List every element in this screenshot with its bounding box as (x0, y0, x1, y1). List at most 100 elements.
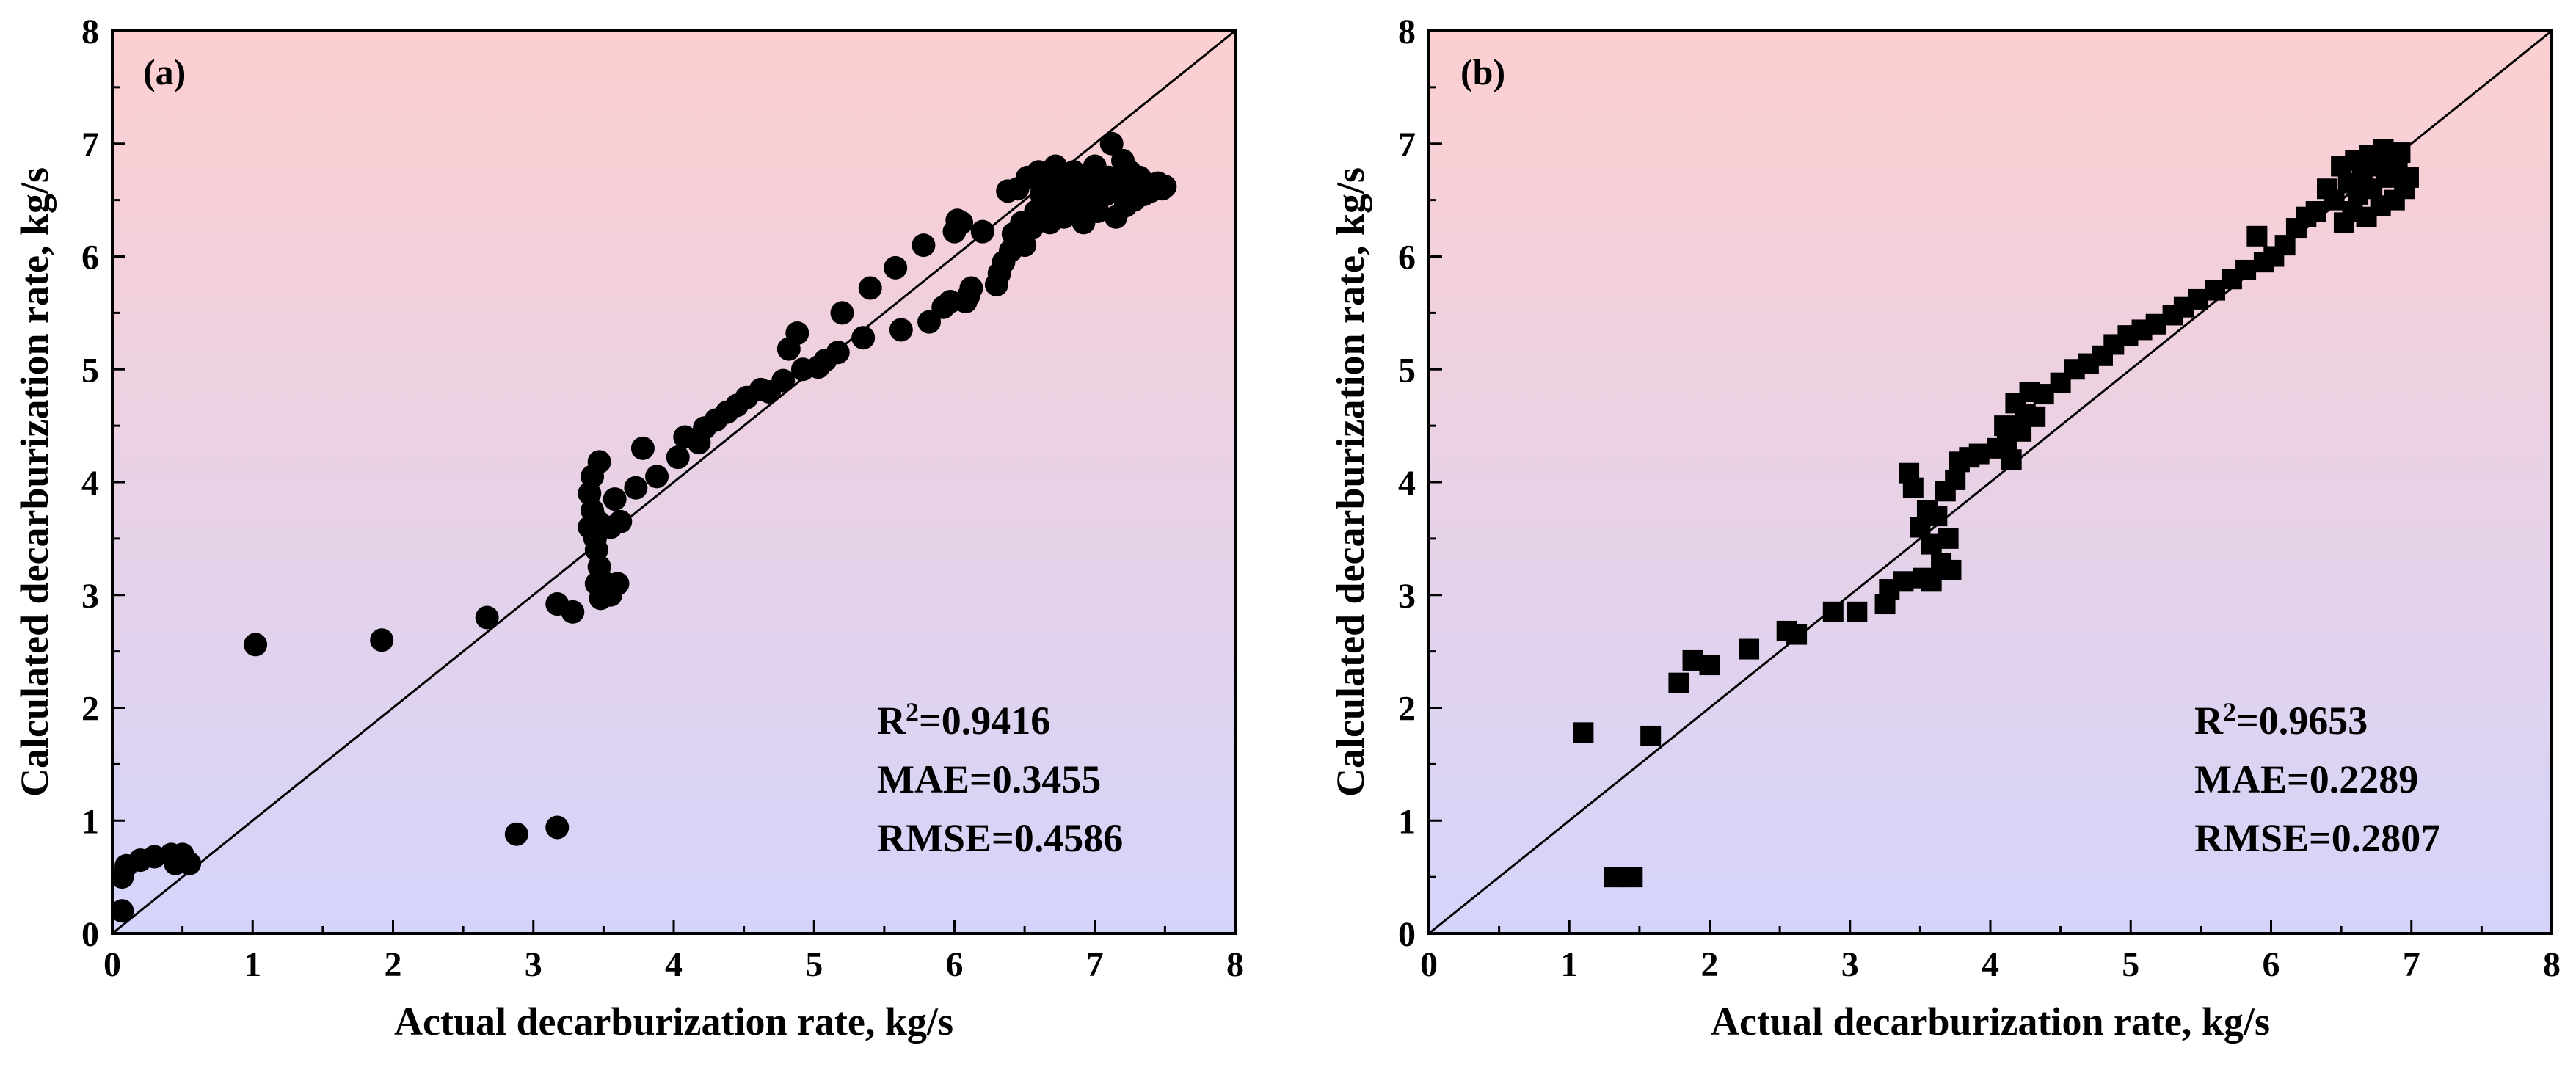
points-b (1573, 139, 2419, 888)
x-tick-label: 7 (1086, 945, 1104, 984)
data-point (1668, 672, 1689, 693)
x-tick-label: 7 (2403, 945, 2420, 984)
data-point (785, 321, 809, 346)
data-point (605, 572, 630, 596)
data-point (959, 276, 983, 300)
data-point (917, 310, 942, 334)
y-tick-label: 5 (1398, 351, 1416, 390)
stat-mae-b: MAE=0.2289 (2194, 757, 2418, 801)
data-point (2398, 167, 2419, 188)
panel-label-b: (b) (1460, 51, 1505, 92)
data-point (1699, 655, 1720, 676)
data-point (1926, 506, 1948, 527)
x-tick-label: 0 (1420, 945, 1438, 984)
y-tick-label: 7 (81, 125, 99, 164)
data-point (504, 822, 528, 846)
points-a (112, 131, 1177, 923)
y-tick-label: 2 (1398, 690, 1416, 729)
y-tick-label: 6 (81, 238, 99, 277)
x-tick-label: 5 (805, 945, 823, 984)
data-point (2025, 406, 2046, 427)
data-point (2001, 449, 2022, 470)
panel-label-a: (a) (143, 51, 186, 92)
x-tick-label: 4 (665, 945, 683, 984)
data-point (2305, 201, 2326, 222)
data-point (624, 476, 648, 500)
y-tick-label: 4 (81, 464, 99, 503)
x-tick-label: 4 (1982, 945, 1999, 984)
y-tick-label: 8 (1398, 12, 1416, 51)
data-point (370, 628, 394, 652)
y-tick-label: 4 (1398, 464, 1416, 503)
data-point (858, 276, 882, 300)
data-point (1940, 559, 1962, 580)
data-point (830, 301, 854, 325)
ticks-a: 0 1 2 3 4 5 6 7 8 0 1 2 3 4 5 6 7 8 (81, 12, 1244, 984)
data-point (1847, 601, 1868, 622)
x-tick-label: 2 (1701, 945, 1719, 984)
y-axis-title-a: Calculated decarburization rate, kg/s (12, 167, 57, 797)
data-point (1921, 571, 1942, 592)
data-point (587, 450, 611, 474)
x-tick-label: 5 (2122, 945, 2139, 984)
y-tick-label: 6 (1398, 238, 1416, 277)
data-point (2235, 259, 2257, 280)
y-tick-label: 0 (81, 915, 99, 954)
data-point (1604, 867, 1625, 888)
x-tick-label: 1 (1560, 945, 1578, 984)
x-tick-label: 1 (244, 945, 261, 984)
x-tick-label: 0 (103, 945, 121, 984)
y-tick-label: 8 (81, 12, 99, 51)
data-point (1573, 722, 1594, 743)
data-point (950, 211, 974, 235)
data-point (561, 600, 585, 624)
data-point (1968, 443, 1990, 465)
y-tick-label: 5 (81, 351, 99, 390)
y-tick-label: 3 (1398, 577, 1416, 616)
data-point (826, 341, 850, 365)
data-point (645, 465, 669, 489)
data-point (244, 633, 268, 657)
y-tick-label: 0 (1398, 915, 1416, 954)
data-point (1893, 571, 1914, 592)
y-tick-label: 3 (81, 577, 99, 616)
data-point (1739, 638, 1760, 660)
data-point (1945, 469, 1966, 490)
stats-a: R2=0.9416 MAE=0.3455 RMSE=0.4586 (877, 697, 1123, 860)
data-point (170, 842, 194, 867)
data-point (1822, 601, 1844, 622)
x-tick-label: 6 (946, 945, 964, 984)
x-axis-title-b: Actual decarburization rate, kg/s (1711, 999, 2270, 1044)
data-point (1938, 528, 1959, 549)
x-tick-label: 8 (2543, 945, 2561, 984)
data-point (771, 368, 796, 393)
x-tick-label: 8 (1226, 945, 1244, 984)
x-tick-label: 3 (525, 945, 542, 984)
y-tick-label: 1 (81, 802, 99, 841)
data-point (851, 326, 876, 350)
ticks-b: 0 1 2 3 4 5 6 7 8 0 1 2 3 4 5 6 7 8 (1398, 12, 2561, 984)
stats-b: R2=0.9653 MAE=0.2289 RMSE=0.2807 (2194, 697, 2440, 860)
y-tick-label: 1 (1398, 802, 1416, 841)
stat-rmse-a: RMSE=0.4586 (877, 816, 1123, 860)
panel-a: 0 1 2 3 4 5 6 7 8 0 1 2 3 4 5 6 7 8 (a) R2=0.9416 MAE=0.3… (12, 12, 1244, 1044)
data-point (112, 899, 134, 923)
data-point (1099, 131, 1124, 156)
data-point (1786, 624, 1808, 645)
data-point (1902, 477, 1924, 498)
stat-r2-a: R2=0.9416 (877, 697, 1050, 743)
data-point (889, 318, 913, 342)
y-tick-label: 7 (1398, 125, 1416, 164)
data-point (545, 815, 570, 840)
stat-r2-b: R2=0.9653 (2194, 697, 2368, 743)
x-axis-title-a: Actual decarburization rate, kg/s (394, 999, 953, 1044)
x-tick-label: 2 (385, 945, 402, 984)
data-point (912, 233, 936, 258)
x-tick-label: 3 (1841, 945, 1859, 984)
data-point (1153, 175, 1177, 199)
data-point (2246, 225, 2268, 247)
data-point (2390, 142, 2411, 164)
y-axis-title-b: Calculated decarburization rate, kg/s (1328, 167, 1372, 797)
y-tick-label: 2 (81, 690, 99, 729)
